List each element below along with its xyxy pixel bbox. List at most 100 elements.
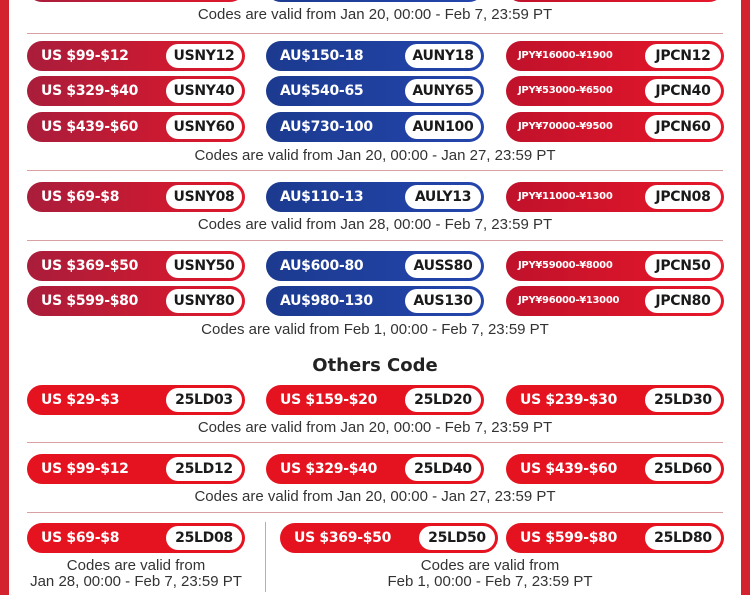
coupon-amount: US $159-$20 bbox=[280, 392, 378, 408]
coupon-amount: US $439-$60 bbox=[41, 119, 139, 135]
coupon: JPY¥16000-¥1900 JPCN12 bbox=[506, 41, 724, 71]
coupon: JPY¥59000-¥8000 JPCN50 bbox=[506, 251, 724, 281]
coupon: US $439-$60 USNY60 bbox=[27, 112, 245, 142]
coupon-amount: US $599-$80 bbox=[520, 530, 618, 546]
coupon: AU$730-100 AUN100 bbox=[266, 112, 484, 142]
validity-note: Codes are valid from Jan 20, 00:00 - Jan… bbox=[194, 147, 556, 164]
coupon-code: 25LD80 bbox=[645, 526, 721, 550]
coupon-code: JPCN12 bbox=[645, 44, 721, 68]
coupon: JPY¥70000-¥9500 JPCN60 bbox=[506, 112, 724, 142]
coupon-code: JPCN80 bbox=[645, 289, 721, 313]
coupon-code: JPCN08 bbox=[645, 185, 721, 209]
coupon-code: USNY08 bbox=[166, 185, 242, 209]
coupon-amount: AU$600-80 bbox=[280, 258, 364, 274]
coupon-amount: US $69-$8 bbox=[41, 530, 120, 546]
coupon-amount: US $239-$30 bbox=[520, 392, 618, 408]
coupon: AU$980-130 AUS130 bbox=[266, 286, 484, 316]
coupon-amount: US $369-$50 bbox=[294, 530, 392, 546]
border bbox=[0, 0, 9, 595]
coupon-code: 25LD03 bbox=[166, 388, 242, 412]
coupon-code: AUN100 bbox=[405, 115, 481, 139]
coupon-code: 25LD08 bbox=[166, 526, 242, 550]
coupon: US $159-$20 25LD20 bbox=[266, 385, 484, 415]
divider bbox=[27, 33, 723, 34]
coupon-amount: JPY¥59000-¥8000 bbox=[518, 260, 613, 271]
coupon: US $69-$8 USNY08 bbox=[27, 182, 245, 212]
divider bbox=[27, 240, 723, 241]
coupon-code: JPCN40 bbox=[645, 79, 721, 103]
coupon-code: 25LD12 bbox=[166, 457, 242, 481]
coupon-code: 25LD30 bbox=[645, 388, 721, 412]
coupon-code: USNY60 bbox=[166, 115, 242, 139]
coupon-code: JPCN60 bbox=[645, 115, 721, 139]
divider bbox=[27, 442, 723, 443]
validity-note: Jan 28, 00:00 - Feb 7, 23:59 PT bbox=[30, 573, 242, 590]
coupon-amount: US $329-$40 bbox=[280, 461, 378, 477]
coupon-edge bbox=[266, 0, 484, 2]
section-title: Others Code bbox=[312, 355, 438, 376]
coupon: JPY¥11000-¥1300 JPCN08 bbox=[506, 182, 724, 212]
coupon-amount: US $99-$12 bbox=[41, 461, 129, 477]
coupon: US $599-$80 25LD80 bbox=[506, 523, 724, 553]
coupon: US $29-$3 25LD03 bbox=[27, 385, 245, 415]
coupon-code: AUSS80 bbox=[405, 254, 481, 278]
validity-note: Codes are valid from Feb 1, 00:00 - Feb … bbox=[201, 321, 549, 338]
border bbox=[741, 0, 750, 595]
validity-note: Codes are valid from Jan 20, 00:00 - Jan… bbox=[194, 488, 556, 505]
coupon-code: JPCN50 bbox=[645, 254, 721, 278]
coupon: AU$540-65 AUNY65 bbox=[266, 76, 484, 106]
coupon: US $239-$30 25LD30 bbox=[506, 385, 724, 415]
coupon: US $369-$50 USNY50 bbox=[27, 251, 245, 281]
validity-note: Codes are valid from Jan 28, 00:00 - Feb… bbox=[197, 216, 553, 233]
validity-note: Codes are valid from Jan 20, 00:00 - Feb… bbox=[197, 419, 553, 436]
coupon-amount: AU$110-13 bbox=[280, 189, 364, 205]
coupon-code: AULY13 bbox=[405, 185, 481, 209]
coupon-amount: US $369-$50 bbox=[41, 258, 139, 274]
coupon: AU$110-13 AULY13 bbox=[266, 182, 484, 212]
divider bbox=[27, 170, 723, 171]
coupon-code: 25LD20 bbox=[405, 388, 481, 412]
coupon-amount: AU$730-100 bbox=[280, 119, 373, 135]
coupon-code: USNY12 bbox=[166, 44, 242, 68]
coupon-amount: US $439-$60 bbox=[520, 461, 618, 477]
coupon-code: AUNY18 bbox=[405, 44, 481, 68]
coupon-amount: JPY¥96000-¥13000 bbox=[518, 295, 620, 306]
coupon: US $599-$80 USNY80 bbox=[27, 286, 245, 316]
coupon: US $439-$60 25LD60 bbox=[506, 454, 724, 484]
coupon-amount: JPY¥16000-¥1900 bbox=[518, 50, 613, 61]
coupon: JPY¥96000-¥13000 JPCN80 bbox=[506, 286, 724, 316]
coupon: AU$600-80 AUSS80 bbox=[266, 251, 484, 281]
divider bbox=[27, 512, 723, 513]
coupon-edge bbox=[27, 0, 245, 2]
coupon: US $329-$40 25LD40 bbox=[266, 454, 484, 484]
coupon-code: 25LD50 bbox=[419, 526, 495, 550]
coupon-code: AUNY65 bbox=[405, 79, 481, 103]
divider bbox=[265, 522, 266, 592]
coupon-amount: JPY¥11000-¥1300 bbox=[518, 191, 613, 202]
coupon-code: 25LD60 bbox=[645, 457, 721, 481]
validity-note: Codes are valid from Jan 20, 00:00 - Feb… bbox=[197, 6, 553, 23]
coupon: US $99-$12 USNY12 bbox=[27, 41, 245, 71]
validity-note: Codes are valid from bbox=[420, 557, 560, 574]
coupon-code: USNY80 bbox=[166, 289, 242, 313]
coupon-code: USNY40 bbox=[166, 79, 242, 103]
coupon-edge bbox=[506, 0, 724, 2]
coupon-amount: AU$980-130 bbox=[280, 293, 373, 309]
coupon-amount: US $99-$12 bbox=[41, 48, 129, 64]
coupon-amount: JPY¥53000-¥6500 bbox=[518, 85, 613, 96]
coupon-amount: AU$540-65 bbox=[280, 83, 364, 99]
coupon-amount: US $29-$3 bbox=[41, 392, 120, 408]
validity-note: Feb 1, 00:00 - Feb 7, 23:59 PT bbox=[387, 573, 593, 590]
coupon-amount: JPY¥70000-¥9500 bbox=[518, 121, 613, 132]
coupon: US $329-$40 USNY40 bbox=[27, 76, 245, 106]
coupon: JPY¥53000-¥6500 JPCN40 bbox=[506, 76, 724, 106]
coupon: US $369-$50 25LD50 bbox=[280, 523, 498, 553]
coupon-code: AUS130 bbox=[405, 289, 481, 313]
coupon: US $99-$12 25LD12 bbox=[27, 454, 245, 484]
coupon-amount: US $69-$8 bbox=[41, 189, 120, 205]
coupon: US $69-$8 25LD08 bbox=[27, 523, 245, 553]
coupon-code: USNY50 bbox=[166, 254, 242, 278]
coupon-code: 25LD40 bbox=[405, 457, 481, 481]
validity-note: Codes are valid from bbox=[66, 557, 206, 574]
